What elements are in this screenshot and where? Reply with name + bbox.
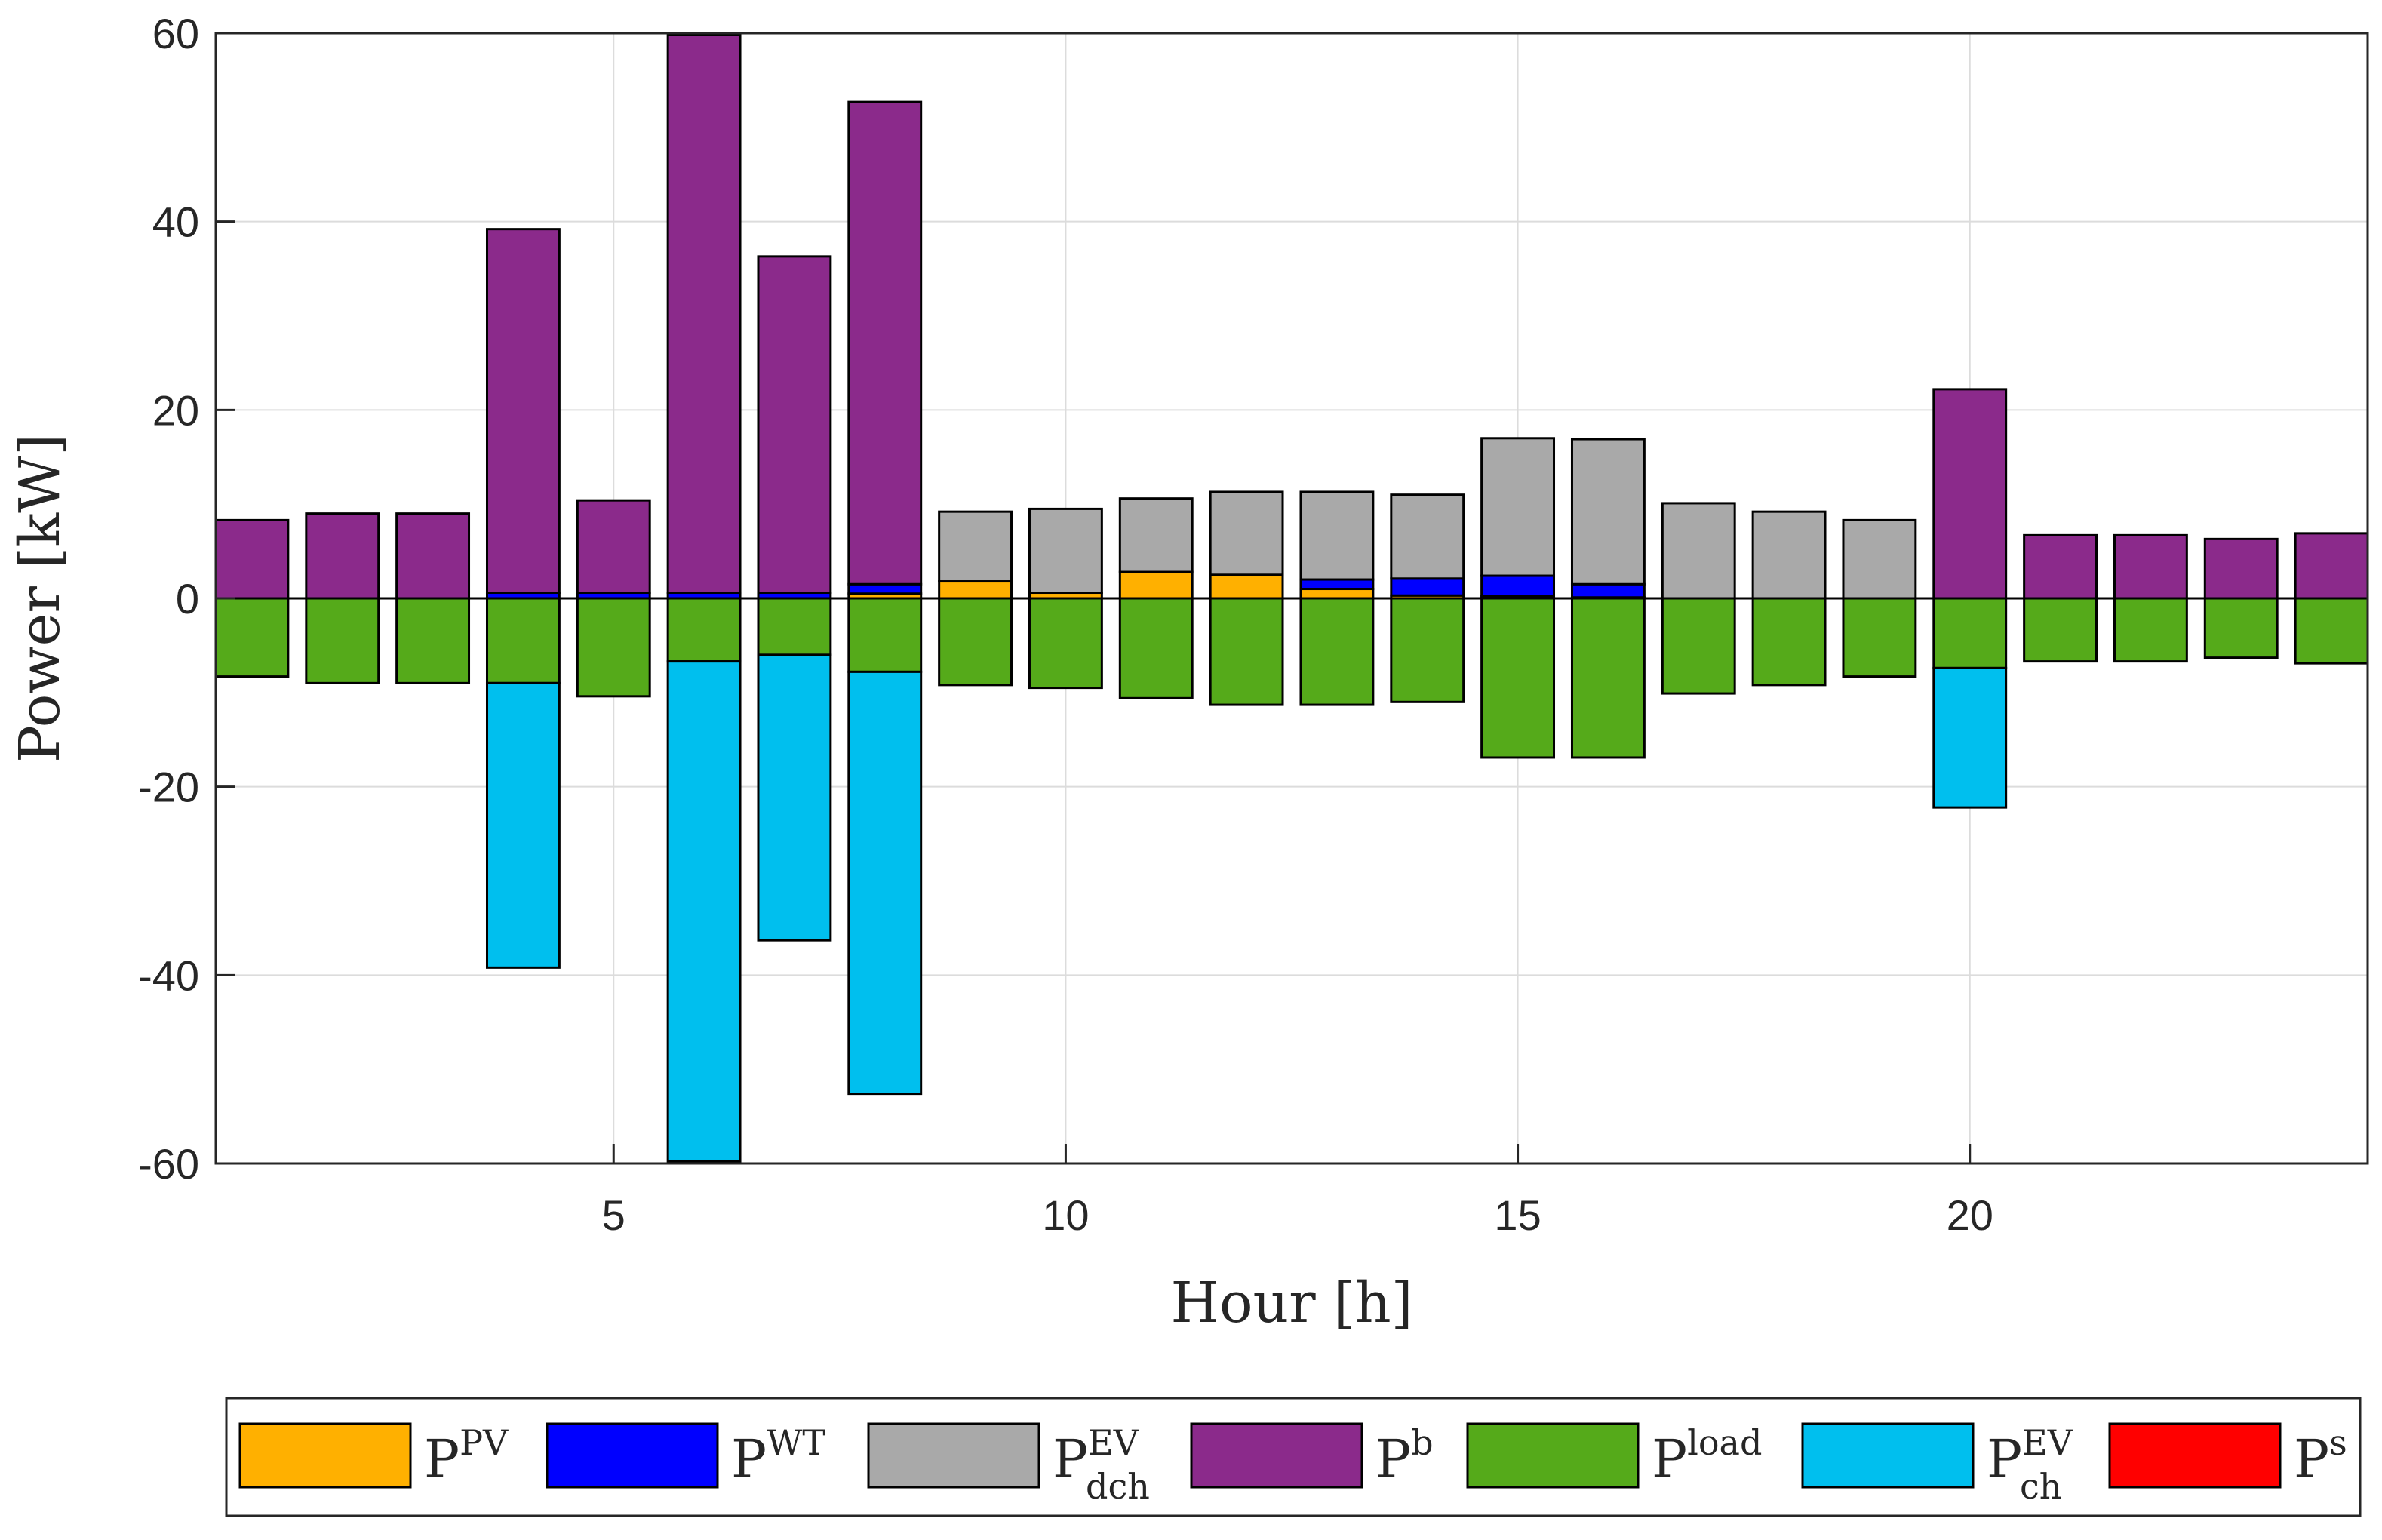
bar-load-hour-14 — [1390, 597, 1465, 703]
bar-wt-hour-8 — [847, 582, 923, 595]
x-axis-ticks: 5 10 15 20 — [602, 1144, 1993, 1239]
bar-ev_dch-hour-11 — [1118, 497, 1194, 573]
legend-swatch-wt — [546, 1422, 719, 1489]
bar-load-hour-21 — [2023, 597, 2098, 663]
x-tick-label: 15 — [1494, 1191, 1541, 1239]
bar-load-hour-2 — [305, 597, 380, 684]
bar-b-hour-7 — [757, 255, 832, 595]
legend-label-pv: PPV — [424, 1422, 509, 1490]
bar-ev_ch-hour-4 — [485, 681, 561, 969]
bar-pv-hour-13 — [1299, 588, 1375, 600]
legend-swatch-s — [2108, 1422, 2282, 1489]
bar-load-hour-17 — [1661, 597, 1736, 695]
x-axis-label: Hour [h] — [1170, 1271, 1412, 1336]
legend-label-load: Pload — [1652, 1422, 1762, 1490]
bar-ev_dch-hour-17 — [1661, 502, 1736, 600]
bar-b-hour-2 — [305, 512, 380, 600]
bar-load-hour-22 — [2113, 597, 2188, 663]
bar-load-hour-11 — [1118, 597, 1194, 699]
legend-swatch-b — [1190, 1422, 1363, 1489]
legend-swatch-pv — [238, 1422, 412, 1489]
bar-b-hour-22 — [2113, 533, 2188, 600]
bar-load-hour-4 — [485, 597, 561, 684]
bar-ev_ch-hour-7 — [757, 653, 832, 942]
y-tick-label: 0 — [176, 575, 199, 622]
bar-wt-hour-15 — [1480, 574, 1556, 598]
bar-b-hour-4 — [485, 228, 561, 595]
bar-ev_dch-hour-15 — [1480, 437, 1556, 577]
legend-swatch-load — [1466, 1422, 1640, 1489]
bar-wt-hour-14 — [1390, 577, 1465, 597]
bar-load-hour-6 — [666, 597, 742, 663]
bar-load-hour-23 — [2203, 597, 2279, 659]
bar-load-hour-7 — [757, 597, 832, 656]
bar-ev_dch-hour-16 — [1570, 438, 1646, 586]
bar-wt-hour-13 — [1299, 578, 1375, 591]
bar-ev_dch-hour-12 — [1209, 490, 1284, 576]
legend-swatch-ev_ch — [1801, 1422, 1975, 1489]
bar-ev_dch-hour-18 — [1751, 510, 1827, 600]
bar-ev_dch-hour-10 — [1028, 507, 1103, 595]
bar-load-hour-5 — [576, 597, 651, 698]
bar-b-hour-6 — [666, 33, 742, 595]
bar-ev_dch-hour-9 — [938, 510, 1013, 583]
bar-b-hour-21 — [2023, 533, 2098, 600]
bar-b-hour-23 — [2203, 537, 2279, 600]
bar-b-hour-3 — [395, 512, 471, 600]
y-tick-label: 20 — [152, 386, 199, 434]
bar-load-hour-20 — [1932, 597, 2008, 669]
bar-ev_ch-hour-20 — [1932, 666, 2008, 809]
legend-label-ev_ch: PEV ch — [1987, 1422, 2073, 1507]
bar-ev_dch-hour-19 — [1842, 518, 1917, 600]
bar-pv-hour-12 — [1209, 573, 1284, 600]
bar-b-hour-20 — [1932, 388, 2008, 600]
bar-load-hour-10 — [1028, 597, 1103, 690]
x-tick-label: 20 — [1947, 1191, 1993, 1239]
bar-b-hour-1 — [214, 518, 290, 600]
bar-ev_dch-hour-14 — [1390, 493, 1465, 580]
y-tick-label: -60 — [138, 1140, 199, 1188]
bar-load-hour-13 — [1299, 597, 1375, 706]
legend-label-ev_dch: PEV dch — [1053, 1422, 1150, 1507]
bar-load-hour-8 — [847, 597, 923, 673]
bar-pv-hour-9 — [938, 580, 1013, 600]
bar-pv-hour-11 — [1118, 570, 1194, 600]
x-tick-label: 10 — [1042, 1191, 1089, 1239]
y-axis-ticks: 60 40 20 0 -20 -40 -60 — [138, 10, 235, 1188]
bar-ev_ch-hour-8 — [847, 670, 923, 1096]
x-tick-label: 5 — [602, 1191, 625, 1239]
legend-label-s: Ps — [2294, 1422, 2347, 1490]
bar-b-hour-5 — [576, 499, 651, 595]
legend-label-b: Pb — [1375, 1422, 1434, 1490]
bar-load-hour-15 — [1480, 597, 1556, 759]
y-tick-label: -20 — [138, 764, 199, 811]
legend: PPV PWT PEV dch Pb Pload PEV ch Ps — [225, 1397, 2362, 1517]
bar-load-hour-18 — [1751, 597, 1827, 687]
bar-b-hour-8 — [847, 100, 923, 586]
legend-label-wt: PWT — [731, 1422, 825, 1490]
bar-load-hour-24 — [2294, 597, 2369, 665]
bar-load-hour-1 — [214, 597, 290, 678]
bars — [214, 33, 2369, 1163]
bar-ev_dch-hour-13 — [1299, 490, 1375, 581]
bar-load-hour-12 — [1209, 597, 1284, 706]
legend-swatch-ev_dch — [867, 1422, 1040, 1489]
bar-load-hour-16 — [1570, 597, 1646, 759]
y-tick-label: -40 — [138, 951, 199, 999]
bar-b-hour-24 — [2294, 532, 2369, 600]
bar-load-hour-3 — [395, 597, 471, 684]
y-axis-label: Power [kW] — [8, 434, 72, 763]
y-tick-label: 40 — [152, 198, 199, 246]
bar-load-hour-19 — [1842, 597, 1917, 678]
y-tick-label: 60 — [152, 10, 199, 57]
bar-load-hour-9 — [938, 597, 1013, 687]
bar-wt-hour-16 — [1570, 582, 1646, 599]
bar-ev_ch-hour-6 — [666, 660, 742, 1163]
